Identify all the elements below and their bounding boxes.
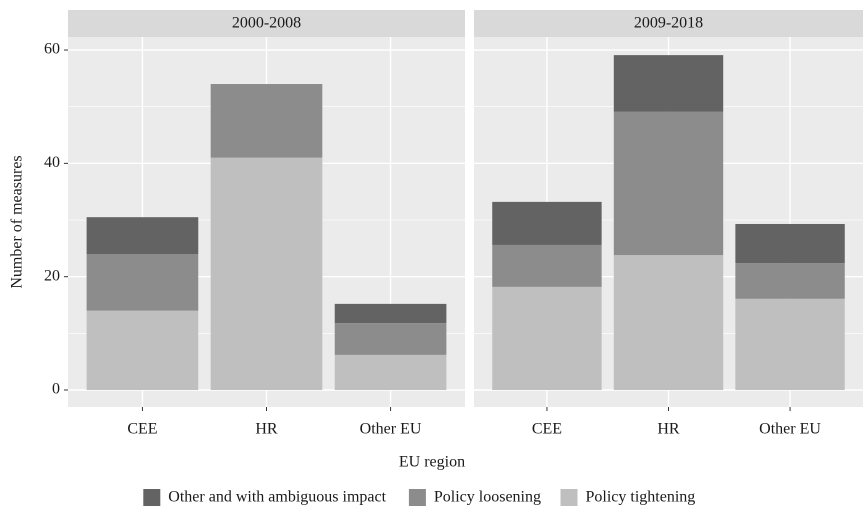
- bar-segment: [334, 323, 447, 355]
- x-tick-label: Other EU: [759, 421, 821, 438]
- y-tick-label: 40: [44, 154, 60, 171]
- x-tick-label: HR: [657, 421, 680, 438]
- bar-segment: [86, 217, 199, 255]
- legend-label: Policy loosening: [434, 489, 541, 506]
- strip: [474, 10, 863, 37]
- bar-segment: [492, 244, 602, 287]
- y-tick-label: 20: [44, 267, 60, 284]
- strip: [68, 10, 465, 37]
- bar-segment: [334, 354, 447, 391]
- bar-segment: [735, 223, 845, 264]
- x-tick-label: HR: [255, 421, 278, 438]
- y-tick-label: 60: [44, 41, 60, 58]
- bar-segment: [210, 84, 323, 158]
- bar-segment: [334, 303, 447, 324]
- bar-segment: [735, 298, 845, 391]
- bar-segment: [86, 254, 199, 311]
- facet-label: 2000-2008: [232, 15, 301, 32]
- x-tick-label: CEE: [127, 421, 157, 438]
- legend-swatch: [408, 489, 426, 506]
- facet-label: 2009-2018: [634, 15, 703, 32]
- x-tick-label: CEE: [532, 421, 562, 438]
- bar-segment: [613, 55, 724, 112]
- bar-segment: [210, 157, 323, 391]
- bar-segment: [492, 286, 602, 391]
- legend-swatch: [560, 489, 578, 506]
- bar-segment: [613, 111, 724, 256]
- y-tick-label: 0: [52, 381, 60, 398]
- bar-segment: [86, 310, 199, 391]
- y-axis-title: Number of measures: [9, 155, 26, 288]
- bar-segment: [492, 201, 602, 245]
- bar-segment: [613, 255, 724, 391]
- legend-label: Policy tightening: [586, 489, 696, 506]
- legend-label: Other and with ambiguous impact: [168, 489, 386, 506]
- bar-segment: [735, 263, 845, 299]
- legend-swatch: [143, 489, 161, 506]
- x-tick-label: Other EU: [360, 421, 422, 438]
- x-axis-title: EU region: [399, 454, 465, 471]
